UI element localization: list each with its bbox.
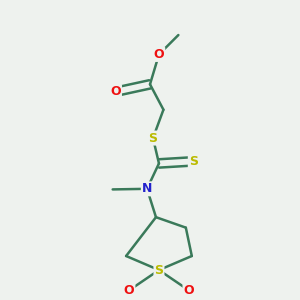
Text: S: S xyxy=(154,263,164,277)
Text: O: O xyxy=(184,284,194,297)
Text: O: O xyxy=(110,85,121,98)
Text: O: O xyxy=(154,48,164,61)
Text: N: N xyxy=(142,182,152,195)
Text: O: O xyxy=(124,284,134,297)
Text: S: S xyxy=(189,155,198,168)
Text: S: S xyxy=(148,132,158,145)
